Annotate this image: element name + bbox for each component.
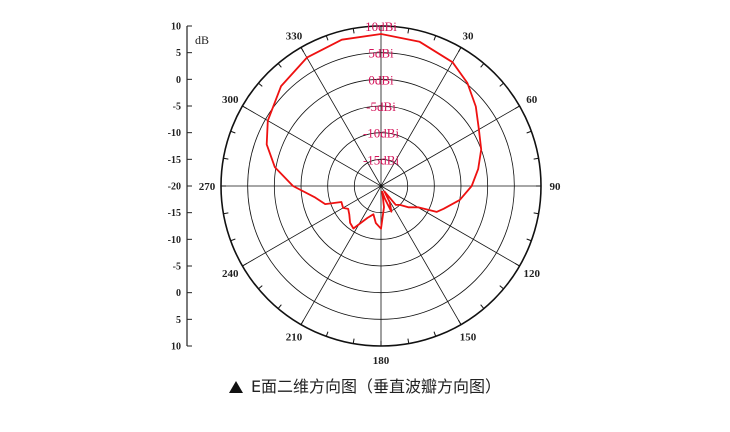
- angle-label: 300: [222, 94, 239, 106]
- outer-ring-tick: [277, 304, 282, 309]
- ring-label: 5dBi: [368, 46, 394, 61]
- outer-ring-tick: [514, 263, 520, 267]
- grid-spoke: [300, 47, 462, 325]
- outer-ring-tick: [242, 263, 248, 267]
- radial-axis-tick-label: -20: [168, 182, 181, 193]
- radial-axis-tick-label: 5: [176, 48, 181, 59]
- outer-ring-tick: [480, 304, 485, 309]
- outer-ring-tick: [480, 63, 485, 68]
- radial-axis-tick-label: -10: [168, 128, 181, 139]
- outer-ring-tick: [433, 35, 437, 41]
- angle-labels: 30 60 90 120 150 180 210 240 270 300 330: [199, 30, 561, 367]
- radial-axis-tick-label: 0: [176, 75, 181, 86]
- outer-ring-tick: [526, 238, 532, 242]
- radial-axis-tick-label: 0: [176, 288, 181, 299]
- outer-ring-tick: [223, 212, 229, 215]
- series-layer: [265, 33, 483, 230]
- angle-label: 120: [523, 268, 540, 280]
- unit-label-group: dB: [195, 33, 209, 47]
- figure-caption: E面二维方向图（垂直波瓣方向图）: [0, 373, 730, 397]
- outer-ring-tick: [277, 63, 282, 68]
- outer-ring-tick: [223, 157, 229, 160]
- radial-axis-tick-label: -15: [168, 208, 181, 219]
- outer-ring-tick: [242, 105, 248, 109]
- angle-label: 90: [550, 181, 562, 193]
- ring-label: 0dBi: [368, 72, 394, 87]
- triangle-icon: [228, 381, 243, 393]
- outer-ring-tick: [352, 338, 355, 344]
- outer-ring-tick: [325, 35, 329, 41]
- outer-ring-tick: [325, 331, 329, 337]
- outer-ring-tick: [300, 47, 304, 53]
- angle-label: 60: [526, 94, 538, 106]
- outer-ring-tick: [300, 319, 304, 325]
- angle-label: 180: [373, 355, 390, 367]
- polar-grid: [220, 25, 542, 347]
- outer-ring-tick: [526, 130, 532, 134]
- caption-text: E面二维方向图（垂直波瓣方向图）: [250, 377, 502, 396]
- ring-label: -5dBi: [366, 99, 396, 114]
- outer-ring-tick: [533, 212, 539, 215]
- ring-label: -15dBi: [363, 152, 400, 167]
- radial-axis-tick-label: 5: [176, 315, 181, 326]
- angle-label: 270: [199, 181, 216, 193]
- angle-label: 330: [286, 30, 303, 42]
- radial-axis-tick-label: -5: [173, 102, 181, 113]
- outer-ring-tick: [352, 28, 355, 34]
- outer-ring-tick: [433, 331, 437, 337]
- series-line: [265, 33, 483, 230]
- outer-ring-tick: [230, 130, 236, 134]
- outer-ring-tick: [458, 47, 462, 53]
- outer-ring-tick: [258, 82, 263, 87]
- angle-label: 210: [286, 332, 303, 344]
- outer-ring-tick: [458, 319, 462, 325]
- outer-ring-tick: [499, 82, 504, 87]
- outer-ring-tick: [499, 285, 504, 290]
- radial-axis-tick-label: -5: [173, 262, 181, 273]
- outer-ring-tick: [407, 338, 410, 344]
- ring-labels: 10dBi 5dBi 0dBi -5dBi -10dBi -15dBi: [363, 19, 400, 167]
- radial-axis-tick-label: 10: [171, 22, 181, 33]
- outer-ring-tick: [533, 157, 539, 160]
- angle-label: 150: [460, 332, 477, 344]
- angle-label: 240: [222, 268, 239, 280]
- radial-axis-tick-label: 10: [171, 342, 181, 353]
- ring-label: -10dBi: [363, 126, 400, 141]
- radial-axis-tick-label: -10: [168, 235, 181, 246]
- outer-ring-tick: [514, 105, 520, 109]
- outer-ring-tick: [258, 285, 263, 290]
- unit-label: dB: [195, 33, 209, 47]
- radial-axis-tick-label: -15: [168, 155, 181, 166]
- ring-label: 10dBi: [365, 19, 397, 34]
- angle-label: 30: [463, 30, 475, 42]
- outer-ring-tick: [407, 28, 410, 34]
- outer-ring-tick: [230, 238, 236, 242]
- radial-scale-axis: 10 5 0 -5 -10 -15 -20 -15 -10 -5 0 5 10: [168, 22, 192, 353]
